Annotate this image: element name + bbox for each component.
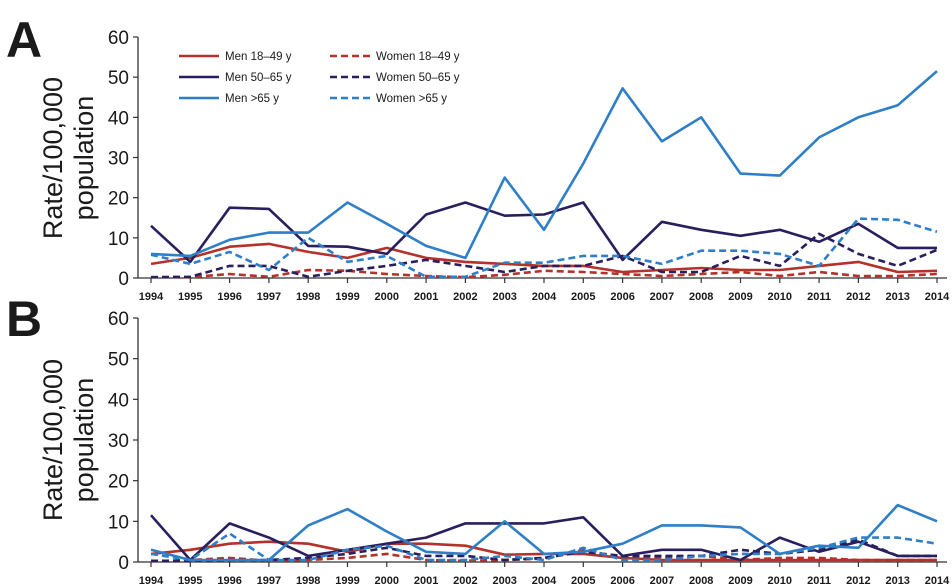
panel-a-x-tick-label: 1998 [296, 291, 320, 303]
panel-b-x-tick-label: 1997 [257, 575, 281, 587]
panel-b-letter: B [6, 291, 42, 347]
panel-a-x-tick-label: 2013 [885, 291, 909, 303]
panel-a: A Rate/100,000 population 0 10 20 30 40 50 60 1… [6, 12, 950, 303]
panel-a-x-tick-label: 2008 [689, 291, 713, 303]
panel-b-series-line-5 [150, 532, 938, 562]
panel-b-y-tick-label: 30 [108, 431, 129, 452]
panel-a-letter: A [6, 12, 42, 68]
panel-b-ylabel-line2: population [69, 378, 99, 503]
panel-a-y-tick-label: 60 [108, 28, 129, 49]
panel-a-series-line-0 [150, 242, 938, 274]
panel-a-x-tick-label: 2012 [846, 291, 870, 303]
panel-a-series-line-2 [150, 201, 937, 264]
panel-a-x-tick-label: 2014 [925, 291, 950, 303]
panel-a-ylabel-line1: Rate/100,000 [38, 77, 68, 239]
panel-b-y-tick-label: 0 [118, 553, 129, 574]
panel-b-x-tick-label: 2013 [885, 575, 909, 587]
panel-b-x-tick-label: 1995 [178, 575, 202, 587]
panel-b-axes: 0 10 20 30 40 50 60 1994 1995 1996 1997 1998 1999 200… [108, 309, 950, 587]
panel-a-y-tick-label: 50 [108, 68, 129, 89]
panel-b-x-tick-label: 2008 [689, 575, 713, 587]
panel-a-ylabel: Rate/100,000 population [38, 77, 99, 239]
panel-b-x-tick-label: 1999 [335, 575, 359, 587]
panel-a-series [150, 70, 938, 279]
panel-b-series [150, 503, 938, 563]
panel-b-y-tick-label: 10 [108, 512, 129, 533]
panel-a-x-tick-label: 2011 [807, 291, 831, 303]
panel-a-x-tick-label: 2006 [610, 291, 634, 303]
panel-b-x-tick-label: 2004 [532, 575, 557, 587]
panel-a-x-tick-label: 1997 [257, 291, 281, 303]
panel-a-series-line-5 [150, 217, 938, 279]
panel-a-axes: 0 10 20 30 40 50 60 1994 1995 1996 1997 1998 1999 200… [108, 28, 950, 303]
panel-a-x-tick-label: 2001 [414, 291, 438, 303]
panel-b-ylabel-line1: Rate/100,000 [38, 359, 68, 521]
panel-a-y-tick-label: 10 [108, 229, 129, 250]
panel-a-y-tick-label: 40 [108, 108, 129, 129]
panel-b-x-tick-label: 2011 [807, 575, 831, 587]
panel-a-series-line-4 [150, 70, 938, 260]
panel-b-x-tick-label: 1996 [217, 575, 241, 587]
panel-a-ylabel-line2: population [69, 96, 99, 221]
panel-a-x-tick-label: 1996 [217, 291, 241, 303]
panel-b-y-tick-label: 50 [108, 350, 129, 371]
panel-b-ylabel: Rate/100,000 population [38, 359, 99, 521]
panel-a-x-tick-label: 2003 [492, 291, 516, 303]
legend-label-5: Women >65 y [376, 93, 447, 105]
panel-b-x-tick-label: 2000 [375, 575, 399, 587]
panel-b-x-tick-label: 2005 [571, 575, 595, 587]
panel-a-y-tick-label: 0 [118, 269, 129, 290]
panel-b-y-tick-label: 60 [108, 309, 129, 330]
panel-b-x-tick-label: 2002 [453, 575, 477, 587]
panel-a-x-tick-label: 1994 [139, 291, 164, 303]
panel-a-x-tick-label: 2004 [532, 291, 557, 303]
panel-b-x-tick-label: 2006 [610, 575, 634, 587]
panel-a-x-tick-label: 2009 [728, 291, 752, 303]
panel-b-y-tick-label: 20 [108, 472, 129, 493]
panel-b-x-tick-label: 2009 [728, 575, 752, 587]
panel-b: B Rate/100,000 population 0 10 20 30 40 50 60 1… [6, 291, 950, 587]
panel-b-x-tick-label: 1998 [296, 575, 320, 587]
panel-b-series-line-2 [150, 514, 937, 562]
panel-a-x-tick-label: 1999 [335, 291, 359, 303]
panel-a-x-tick-label: 2002 [453, 291, 477, 303]
panel-a-x-tick-label: 2010 [768, 291, 792, 303]
panel-b-x-tick-label: 2007 [650, 575, 674, 587]
legend-label-4: Men >65 y [225, 93, 279, 105]
panel-a-legend: Men 18–49 y Women 18–49 y Men 50–65 y Women… [179, 51, 460, 105]
panel-b-x-tick-label: 2003 [492, 575, 516, 587]
legend-label-1: Women 18–49 y [376, 51, 460, 63]
panel-b-x-tick-label: 2012 [846, 575, 870, 587]
panel-a-x-tick-label: 2007 [650, 291, 674, 303]
panel-a-y-tick-label: 30 [108, 149, 129, 170]
legend-label-2: Men 50–65 y [225, 72, 292, 84]
panel-a-y-tick-label: 20 [108, 189, 129, 210]
legend-label-3: Women 50–65 y [376, 72, 460, 84]
panel-b-x-tick-label: 1994 [139, 575, 164, 587]
panel-b-series-line-4 [150, 503, 938, 562]
panel-b-y-tick-label: 40 [108, 390, 129, 411]
panel-a-series-line-3 [150, 232, 938, 279]
panel-b-x-tick-label: 2010 [768, 575, 792, 587]
panel-a-x-tick-label: 1995 [178, 291, 202, 303]
panel-b-x-tick-label: 2001 [414, 575, 438, 587]
panel-a-x-tick-label: 2005 [571, 291, 595, 303]
panel-b-x-tick-label: 2014 [925, 575, 950, 587]
panel-a-x-tick-label: 2000 [375, 291, 399, 303]
legend-label-0: Men 18–49 y [225, 51, 292, 63]
